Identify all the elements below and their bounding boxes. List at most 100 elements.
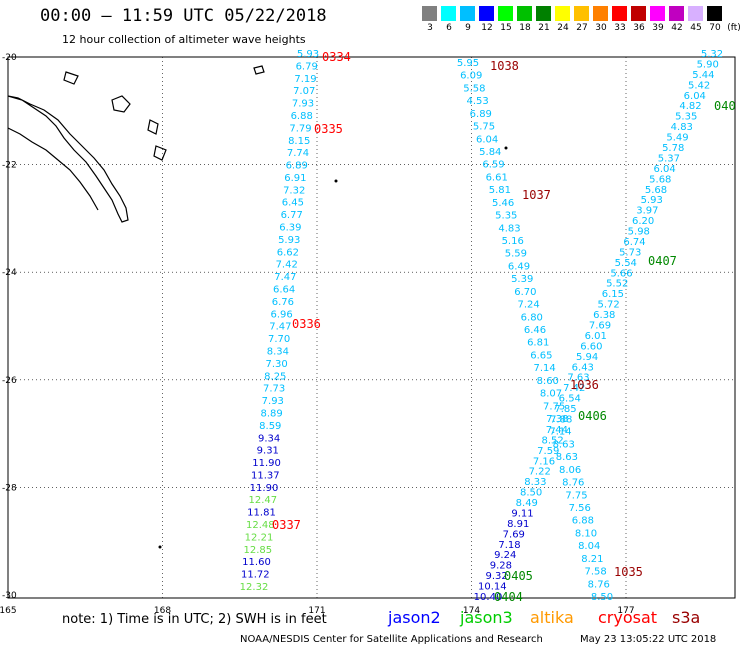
legend-swatch-10 [612,6,627,21]
swh-value: 9.24 [494,550,516,561]
swh-value: 6.15 [602,289,624,300]
swh-value: 11.90 [250,483,279,494]
legend-unit: (ft) [727,23,740,33]
swh-value: 6.88 [291,111,313,122]
legend-label: 9 [465,23,471,33]
legend-label: 3 [427,23,433,33]
swh-value: 8.59 [259,421,281,432]
satellite-s3a: s3a [672,608,701,627]
swh-value: 5.98 [628,227,650,238]
swh-value: 7.44 [546,425,568,436]
swh-value: 7.19 [294,74,316,85]
swh-value: 5.73 [619,247,641,258]
swh-value: 8.49 [516,498,538,509]
map-grid [7,56,736,599]
swh-value: 8.33 [524,477,546,488]
pass-time: 1037 [522,188,551,202]
y-tick-label: -30 [2,591,17,601]
swh-value: 6.70 [514,287,536,298]
legend-swatch-8 [574,6,589,21]
legend-swatch-12 [650,6,665,21]
coastline-new-caledonia [7,95,129,223]
x-tick-label: 171 [308,606,325,616]
pass-time: 0407 [648,254,677,268]
swh-value: 6.77 [281,210,303,221]
swh-value: 6.96 [270,309,292,320]
swh-value: 6.04 [684,91,706,102]
swh-value: 7.22 [529,467,551,478]
swh-value: 6.43 [572,362,594,373]
satellite-cryosat: cryosat [598,608,658,627]
y-tick-label: -22 [2,161,17,171]
page-title: 00:00 – 11:59 UTC 05/22/2018 [40,6,327,26]
swh-value: 8.21 [581,554,603,565]
swh-value: 7.93 [292,99,314,110]
pass-time: 0337 [272,518,301,532]
swh-value: 8.50 [520,488,542,499]
swh-value: 11.72 [241,570,270,581]
swh-value: 7.42 [276,260,298,271]
swh-value: 6.76 [272,297,294,308]
pass-time: 040 [714,99,736,113]
swh-value: 11.60 [242,557,271,568]
swh-value: 5.16 [502,236,524,247]
legend-label: 12 [481,23,493,33]
swh-value: 12.85 [243,545,272,556]
swh-value: 9.28 [490,561,512,572]
pass-time: 0406 [578,409,607,423]
swh-value: 12.21 [245,532,274,543]
swh-value: 11.81 [247,508,276,519]
swh-value: 6.54 [559,394,581,405]
swh-value: 6.45 [282,198,304,209]
legend-label: 70 [709,23,721,33]
swh-value: 7.30 [265,359,287,370]
swh-value: 7.14 [549,427,571,438]
swh-value: 5.42 [688,80,710,91]
satellite-jason2: jason2 [388,608,441,627]
swh-value: 6.01 [585,331,607,342]
coastline-islet-a [253,65,265,75]
y-tick-label: -26 [2,376,17,386]
swh-value: 10.40 [474,592,503,603]
pass-time-labels: 0334 0335 0336 0337 1038 1037 1036 1035 040 0407 0… [272,50,736,604]
x-tick-label: 177 [617,606,634,616]
swh-value: 5.39 [511,274,533,285]
swh-value: 8.50 [591,592,613,603]
legend-label: 36 [633,23,645,33]
pass-time: 1036 [570,378,599,392]
swh-value: 6.64 [273,285,295,296]
swh-value: 7.69 [503,529,525,540]
coastline-islet-d [158,545,162,549]
swh-value: 6.39 [279,223,301,234]
swh-value: 7.14 [533,363,555,374]
legend-label: 21 [538,23,550,33]
swh-value: 6.88 [572,516,594,527]
swh-value: 7.75 [565,490,587,501]
pass-time: 0336 [292,317,321,331]
swh-value: 5.44 [692,70,714,81]
y-tick-label: -20 [2,53,17,63]
y-tick-label: -24 [2,268,17,278]
swh-value: 8.15 [288,136,310,147]
swh-value: 11.90 [252,458,281,469]
swh-value: 5.93 [278,235,300,246]
swh-value: 8.07 [540,389,562,400]
legend-label: 27 [576,23,588,33]
coastline-north-reef [63,71,79,85]
swh-value: 7.88 [550,415,572,426]
satellite-jason3: jason3 [460,608,513,627]
satellite-altika: altika [530,608,574,627]
swh-value: 7.58 [584,567,606,578]
x-tick-label: 174 [463,606,480,616]
legend-swatch-7 [555,6,570,21]
pass-time: 1035 [614,565,643,579]
swh-value: 5.37 [658,153,680,164]
pass-time: 1038 [490,59,519,73]
swh-value: 6.49 [508,261,530,272]
swh-value: 5.32 [701,49,723,60]
swh-value: 6.89 [470,109,492,120]
swh-value: 5.94 [576,352,598,363]
legend-swatch-0 [422,6,437,21]
swh-value: 6.04 [476,134,498,145]
swh-value: 5.68 [649,174,671,185]
